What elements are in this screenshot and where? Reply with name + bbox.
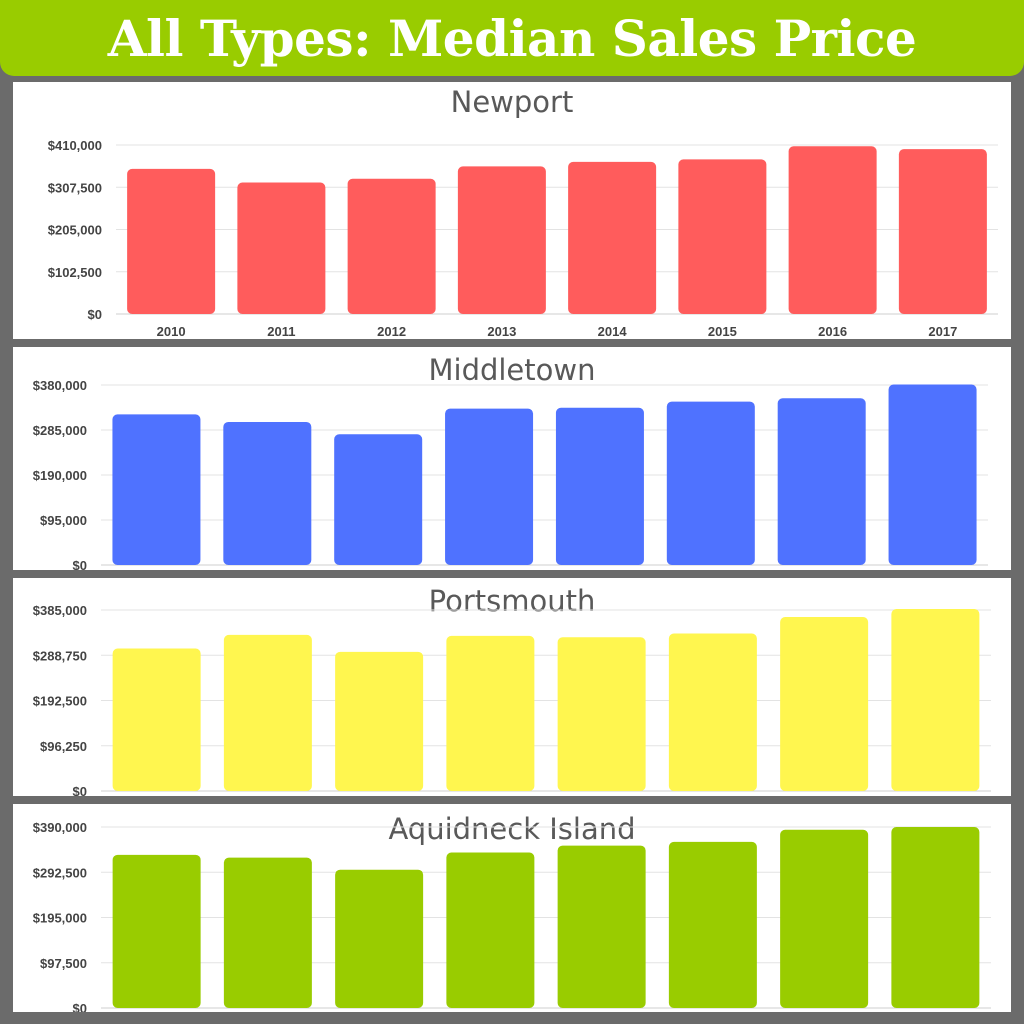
- portsmouth-y-tick-label: $192,500: [33, 694, 87, 709]
- newport-x-tick-label: 2016: [818, 324, 847, 339]
- middletown-y-tick-label: $285,000: [33, 423, 87, 438]
- middletown-chart-panel: Middletown $0 $95,000 $190,000 $285,000 $380…: [13, 347, 1011, 570]
- portsmouth-bar-2012: [335, 651, 424, 791]
- middletown-bar-chart: $0 $95,000 $190,000 $285,000 $380,000: [33, 378, 988, 570]
- aquidneck-island-y-tick-label: $292,500: [33, 865, 87, 880]
- aquidneck-island-bar-2017: [891, 827, 980, 1008]
- newport-y-tick-label: $410,000: [48, 138, 102, 153]
- newport-y-tick-label: $102,500: [48, 265, 102, 280]
- newport-x-tick-label: 2011: [267, 324, 295, 339]
- newport-bar-2011: [237, 182, 326, 314]
- newport-y-tick-label: $205,000: [48, 223, 102, 238]
- middletown-bar-2012: [334, 434, 423, 565]
- aquidneck-island-bar-2014: [557, 845, 646, 1008]
- newport-x-tick-label: 2014: [598, 324, 628, 339]
- newport-bar-chart: $0 $102,500 $205,000 $307,500 $410,000 2010 20…: [48, 138, 998, 339]
- middletown-bar-2017: [888, 384, 977, 565]
- portsmouth-chart-title: Portsmouth: [428, 584, 596, 618]
- portsmouth-chart-panel: Portsmouth $0 $96,250 $192,500 $288,750 $385…: [13, 578, 1011, 796]
- page-title: All Types: Median Sales Price: [107, 9, 917, 68]
- portsmouth-bar-chart: $0 $96,250 $192,500 $288,750 $385,000: [33, 603, 991, 796]
- aquidneck-island-bar-2012: [335, 869, 424, 1008]
- newport-x-tick-label: 2013: [487, 324, 516, 339]
- middletown-y-tick-label: $190,000: [33, 468, 87, 483]
- newport-bar-2015: [678, 159, 767, 314]
- portsmouth-bar-2014: [557, 637, 646, 791]
- portsmouth-y-tick-label: $96,250: [40, 739, 87, 754]
- aquidneck-island-y-tick-label: $195,000: [33, 911, 87, 926]
- aquidneck-island-bar-2013: [446, 852, 535, 1008]
- newport-x-tick-label: 2015: [708, 324, 737, 339]
- portsmouth-bar-2017: [891, 609, 980, 791]
- aquidneck-island-y-tick-label: $0: [73, 1001, 87, 1012]
- portsmouth-bar-2010: [112, 648, 201, 791]
- newport-bar-2012: [347, 178, 436, 314]
- newport-y-tick-label: $0: [88, 307, 102, 322]
- middletown-y-tick-label: $0: [73, 558, 87, 570]
- newport-y-tick-label: $307,500: [48, 180, 102, 195]
- portsmouth-bar-2015: [668, 633, 757, 791]
- newport-x-tick-label: 2010: [157, 324, 186, 339]
- middletown-y-tick-label: $95,000: [40, 513, 87, 528]
- middletown-bar-2010: [112, 414, 201, 565]
- portsmouth-y-tick-label: $288,750: [33, 648, 87, 663]
- aquidneck-island-chart-panel: Aquidneck Island $0 $97,500 $195,000 $292,5…: [13, 804, 1011, 1012]
- portsmouth-y-tick-label: $385,000: [33, 603, 87, 618]
- portsmouth-bar-2011: [223, 634, 312, 791]
- middletown-y-tick-label: $380,000: [33, 378, 87, 393]
- aquidneck-island-bar-2016: [780, 829, 869, 1008]
- middletown-chart-title: Middletown: [428, 353, 596, 387]
- middletown-bar-2016: [777, 398, 866, 565]
- portsmouth-y-tick-label: $0: [73, 784, 87, 796]
- newport-bar-2017: [898, 149, 987, 314]
- aquidneck-island-bar-2010: [112, 854, 201, 1008]
- newport-chart-title: Newport: [450, 85, 574, 119]
- newport-bar-2013: [457, 166, 546, 314]
- aquidneck-island-y-tick-label: $97,500: [40, 956, 87, 971]
- middletown-bar-2015: [666, 401, 755, 565]
- newport-bar-2016: [788, 146, 877, 314]
- middletown-bar-2014: [555, 407, 644, 565]
- aquidneck-island-bar-2011: [223, 857, 312, 1008]
- newport-x-tick-label: 2017: [928, 324, 957, 339]
- middletown-bar-2013: [445, 408, 534, 565]
- aquidneck-island-chart-title: Aquidneck Island: [388, 812, 636, 846]
- portsmouth-bar-2013: [446, 635, 535, 791]
- newport-chart-panel: Newport $0 $102,500 $205,000 $307,500 $410,0…: [13, 82, 1011, 339]
- aquidneck-island-bar-chart: $0 $97,500 $195,000 $292,500 $390,000: [33, 820, 991, 1012]
- middletown-bar-2011: [223, 421, 312, 565]
- newport-bar-2010: [127, 168, 216, 314]
- aquidneck-island-bar-2015: [668, 841, 757, 1008]
- newport-bar-2014: [568, 161, 657, 314]
- aquidneck-island-y-tick-label: $390,000: [33, 820, 87, 835]
- portsmouth-bar-2016: [780, 617, 869, 791]
- newport-x-tick-label: 2012: [377, 324, 406, 339]
- title-banner: All Types: Median Sales Price: [0, 0, 1024, 76]
